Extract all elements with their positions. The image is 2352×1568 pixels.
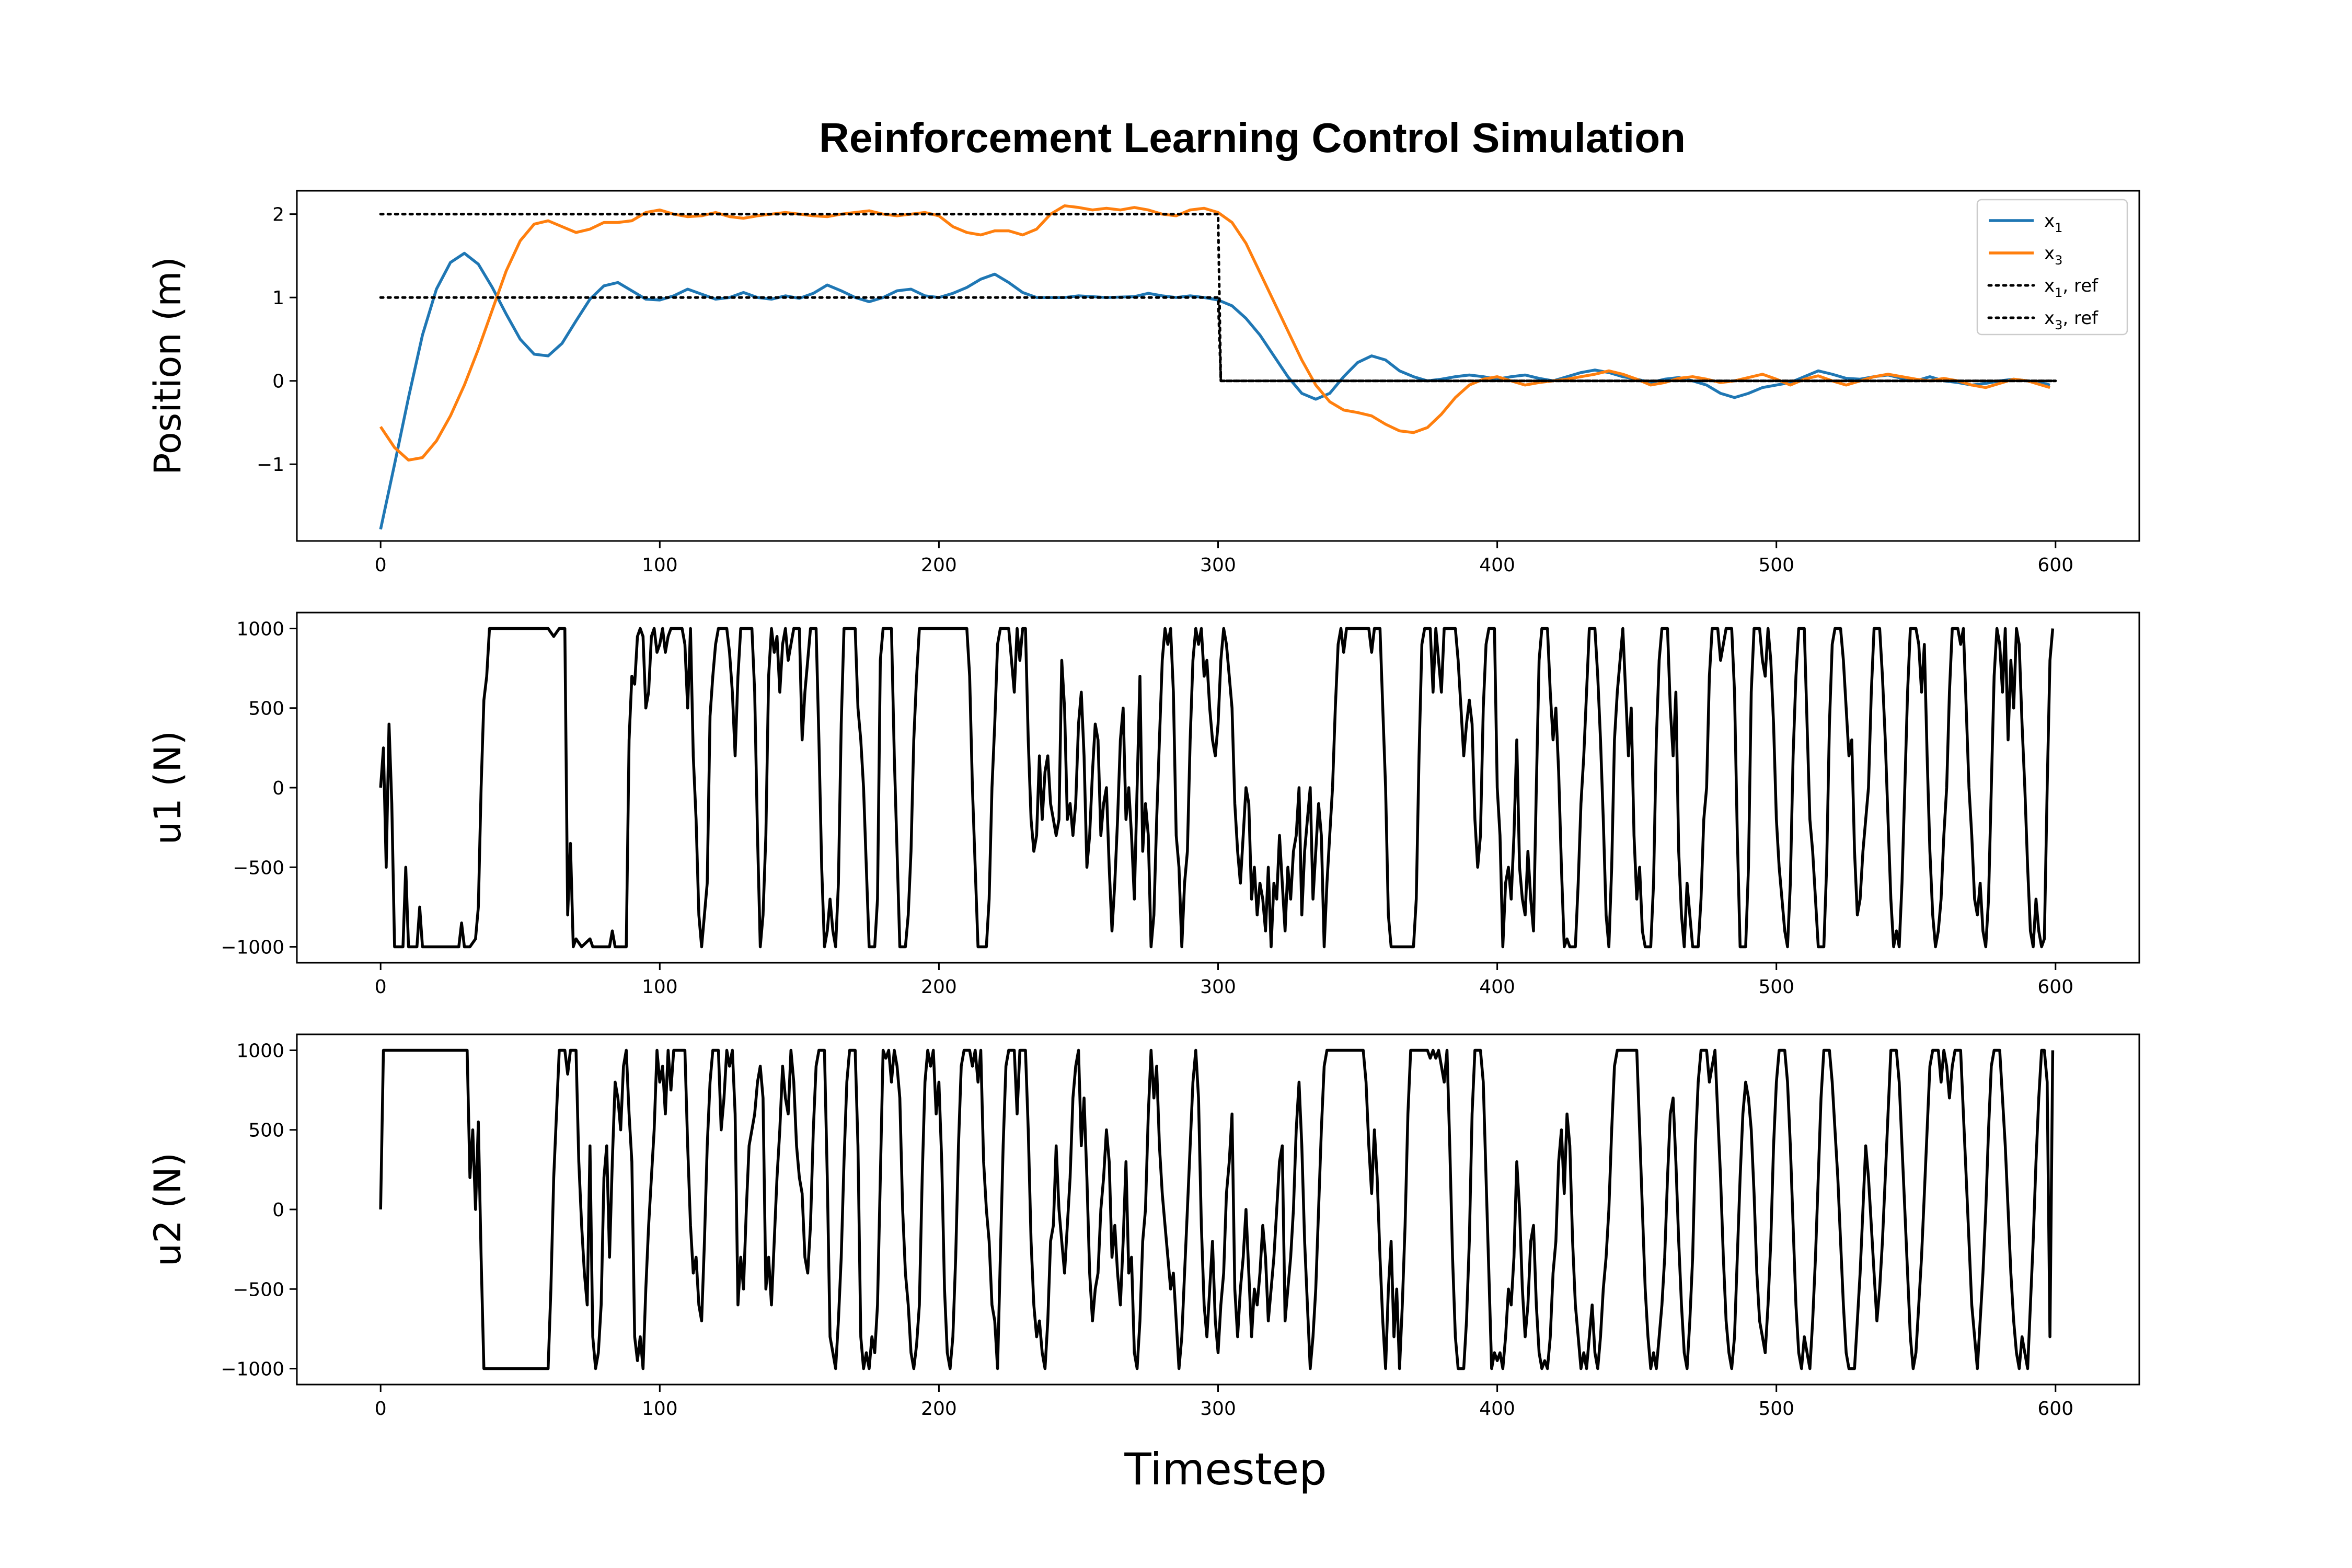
position-series-x3-line <box>379 204 2050 462</box>
u2-x-tick-label: 0 <box>375 1398 387 1420</box>
u2-series-u2-line <box>379 1048 2055 1370</box>
u2-x-tick-label: 500 <box>1758 1398 1794 1420</box>
u1-x-tick-label: 400 <box>1479 976 1515 998</box>
u2-y-tick-label: −500 <box>233 1279 284 1300</box>
u1-y-tick-label: 1000 <box>236 618 284 640</box>
chart-title: Reinforcement Learning Control Simulatio… <box>819 114 1686 161</box>
legend-x3-ref-label: x3, ref <box>2044 308 2099 332</box>
panels-group: 0 100 200 300 400 500 600 −1 0 1 2 Position (m) x1 x3… <box>146 190 2140 1420</box>
u2-y-axis-label: u2 (N) <box>146 1152 189 1266</box>
u1-y-tick-label: −500 <box>233 857 284 879</box>
legend-x3-label: x3 <box>2044 243 2062 268</box>
u1-x-tick-label: 300 <box>1200 976 1236 998</box>
u1-x-tick-label: 600 <box>2037 976 2073 998</box>
u1-y-tick-label: 500 <box>248 698 284 720</box>
u2-y-tick-label: 1000 <box>236 1040 284 1062</box>
u1-x-tick-label: 0 <box>375 976 387 998</box>
position-x-tick-label: 0 <box>375 555 387 576</box>
position-y-tick-label: −1 <box>257 454 284 476</box>
u1-y-axis-label: u1 (N) <box>146 731 189 845</box>
position-x-tick-label: 400 <box>1479 555 1515 576</box>
u2-x-tick-label: 300 <box>1200 1398 1236 1420</box>
position-x-tick-label: 100 <box>642 555 678 576</box>
u1-y-tick-label: −1000 <box>221 937 284 959</box>
u2-x-tick-label: 200 <box>921 1398 957 1420</box>
position-x-tick-label: 300 <box>1200 555 1236 576</box>
position-x-tick-label: 200 <box>921 555 957 576</box>
u1-panel: 0 100 200 300 400 500 600 −1000 −500 0 500 1000 u1 (… <box>146 612 2140 998</box>
u2-x-tick-label: 100 <box>642 1398 678 1420</box>
u1-x-tick-label: 500 <box>1758 976 1794 998</box>
u2-y-tick-label: −1000 <box>221 1359 284 1380</box>
u1-y-tick-label: 0 <box>272 778 284 799</box>
position-y-tick-label: 1 <box>272 287 284 309</box>
position-y-tick-label: 0 <box>272 371 284 393</box>
position-y-axis-label: Position (m) <box>146 257 189 475</box>
legend-x1-label: x1 <box>2044 211 2062 235</box>
position-panel: 0 100 200 300 400 500 600 −1 0 1 2 Position (m) x1 x3… <box>146 190 2140 576</box>
position-x-tick-label: 600 <box>2037 555 2073 576</box>
position-x-tick-label: 500 <box>1758 555 1794 576</box>
legend-box <box>1976 199 2128 336</box>
u1-x-tick-label: 200 <box>921 976 957 998</box>
u2-x-tick-label: 400 <box>1479 1398 1515 1420</box>
u1-series-u1-line <box>379 627 2055 949</box>
u1-x-tick-label: 100 <box>642 976 678 998</box>
x-axis-label: Timestep <box>1124 1444 1327 1495</box>
position-series-x1-line <box>379 251 2050 530</box>
position-series-x3-ref-line <box>379 213 2057 383</box>
u2-panel: 0 100 200 300 400 500 600 −1000 −500 0 500 1000 u2 (… <box>146 1033 2140 1420</box>
u2-y-tick-label: 0 <box>272 1200 284 1221</box>
position-y-tick-label: 2 <box>272 204 284 226</box>
legend-x1-ref-label: x1, ref <box>2044 275 2099 300</box>
u2-y-tick-label: 500 <box>248 1120 284 1142</box>
u2-x-tick-label: 600 <box>2037 1398 2073 1420</box>
